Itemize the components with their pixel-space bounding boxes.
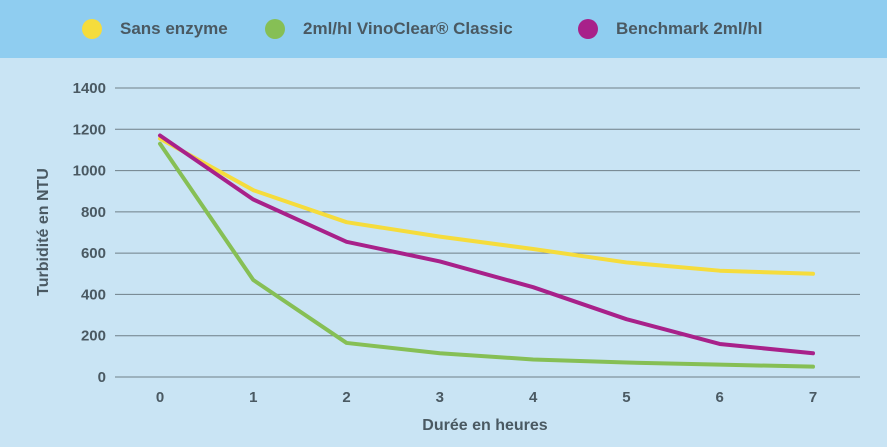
legend-item-sans-enzyme: Sans enzyme	[82, 16, 228, 42]
y-tick-label: 600	[81, 245, 106, 262]
x-tick-label: 6	[716, 389, 724, 406]
y-tick-label: 1200	[73, 121, 106, 138]
series-line-benchmark	[158, 133, 815, 356]
y-tick-labels: 0 200 400 600 800 1000 1200 1400	[73, 80, 106, 386]
legend-item-vinoclear-classic: 2ml/hl VinoClear® Classic	[265, 16, 513, 42]
y-tick-label: 200	[81, 328, 106, 345]
y-axis-title: Turbidité en NTU	[35, 168, 52, 296]
series-lines	[158, 133, 815, 369]
y-tick-label: 400	[81, 286, 106, 303]
legend-dot-benchmark	[578, 19, 598, 39]
x-tick-label: 1	[249, 389, 257, 406]
y-tick-label: 1400	[73, 80, 106, 97]
gridlines	[115, 87, 860, 378]
legend-label-sans-enzyme: Sans enzyme	[120, 19, 228, 38]
legend-item-benchmark: Benchmark 2ml/hl	[578, 16, 762, 42]
legend-dot-sans-enzyme	[82, 19, 102, 39]
x-axis-title: Durée en heures	[422, 417, 547, 434]
y-tick-label: 800	[81, 204, 106, 221]
x-tick-label: 4	[529, 389, 538, 406]
y-tick-label: 0	[98, 369, 106, 386]
x-tick-label: 0	[156, 389, 164, 406]
legend: Sans enzyme 2ml/hl VinoClear® Classic Be…	[0, 0, 887, 58]
y-tick-label: 1000	[73, 163, 106, 180]
x-tick-label: 2	[342, 389, 350, 406]
legend-dot-vinoclear-classic	[265, 19, 285, 39]
x-tick-label: 3	[436, 389, 444, 406]
legend-label-benchmark: Benchmark 2ml/hl	[616, 19, 763, 38]
x-tick-labels: 0 1 2 3 4 5 6 7	[156, 389, 817, 406]
x-tick-label: 5	[622, 389, 630, 406]
x-tick-label: 7	[809, 389, 817, 406]
series-line-vinoclear-classic	[158, 141, 815, 369]
series-line-sans-enzyme	[158, 136, 815, 276]
legend-label-vinoclear-classic: 2ml/hl VinoClear® Classic	[303, 19, 513, 38]
